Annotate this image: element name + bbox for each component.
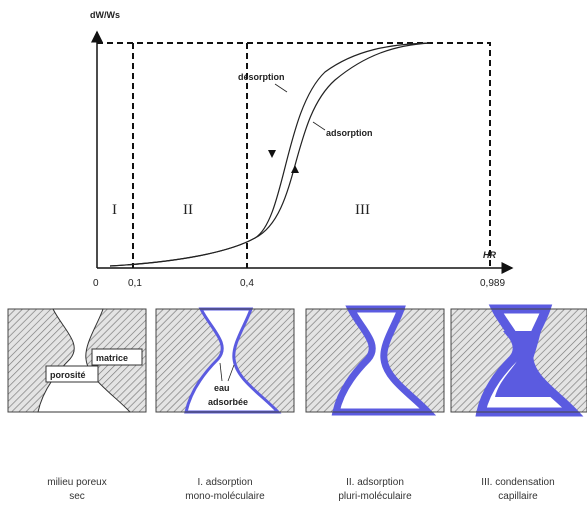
x-axis-label: HR	[483, 250, 496, 260]
saturation-line	[97, 42, 491, 268]
tick-label: 0,989	[480, 278, 505, 289]
label: adsorbée	[208, 397, 248, 407]
zone-label: I	[112, 202, 117, 218]
caption: II. adsorption	[346, 477, 404, 488]
zone-label: III	[355, 202, 370, 218]
caption: capillaire	[498, 491, 538, 502]
panel: matrice porosité	[7, 308, 147, 413]
tick-label: 0,4	[240, 278, 254, 289]
panel: eau adsorbée	[155, 307, 295, 414]
leader	[274, 83, 288, 93]
frame	[155, 308, 295, 413]
leader	[312, 121, 326, 131]
label-box	[91, 348, 143, 366]
leader	[227, 364, 235, 382]
caption: mono-moléculaire	[185, 491, 265, 502]
curve-label: adsorption	[326, 128, 373, 138]
tick-label: 0,1	[128, 278, 142, 289]
panel	[450, 308, 587, 413]
label: matrice	[96, 353, 128, 363]
leader	[219, 362, 223, 382]
caption: sec	[69, 491, 85, 502]
caption: III. condensation	[481, 477, 554, 488]
label-box	[45, 365, 99, 383]
arrow	[268, 150, 276, 158]
tick-label: 0	[93, 278, 99, 289]
caption: pluri-moléculaire	[338, 491, 412, 502]
panel	[305, 308, 445, 413]
label: porosité	[50, 370, 86, 380]
caption: milieu poreux	[47, 477, 106, 488]
frame	[305, 308, 445, 413]
adsorption-curve	[109, 42, 431, 267]
zone-label: II	[183, 202, 193, 218]
curve-label: désorption	[238, 72, 285, 82]
capillary-water	[495, 331, 553, 397]
caption: I. adsorption	[197, 477, 252, 488]
arrow	[291, 165, 299, 173]
label: eau	[214, 383, 230, 393]
y-axis-label: dW/Ws	[90, 10, 120, 20]
frame	[450, 308, 587, 413]
